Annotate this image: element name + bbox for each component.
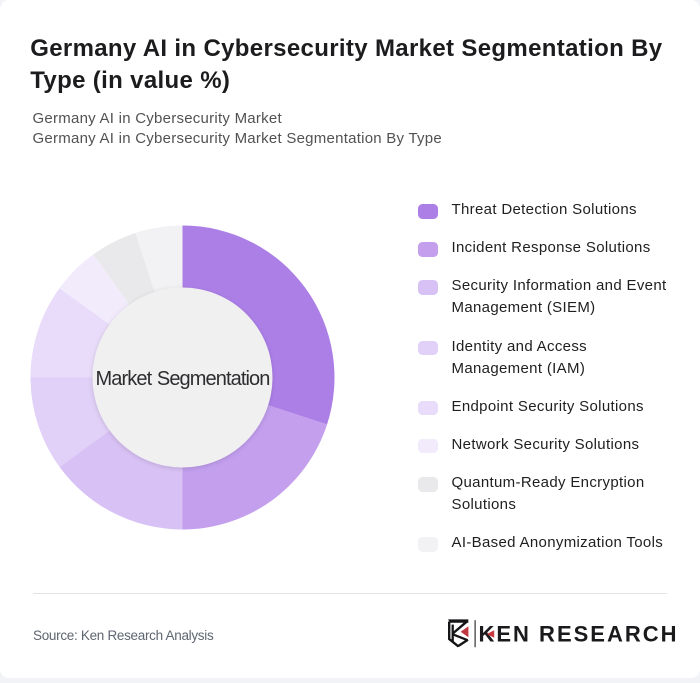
svg-text:KEN RESEARCH: KEN RESEARCH [479,621,679,646]
